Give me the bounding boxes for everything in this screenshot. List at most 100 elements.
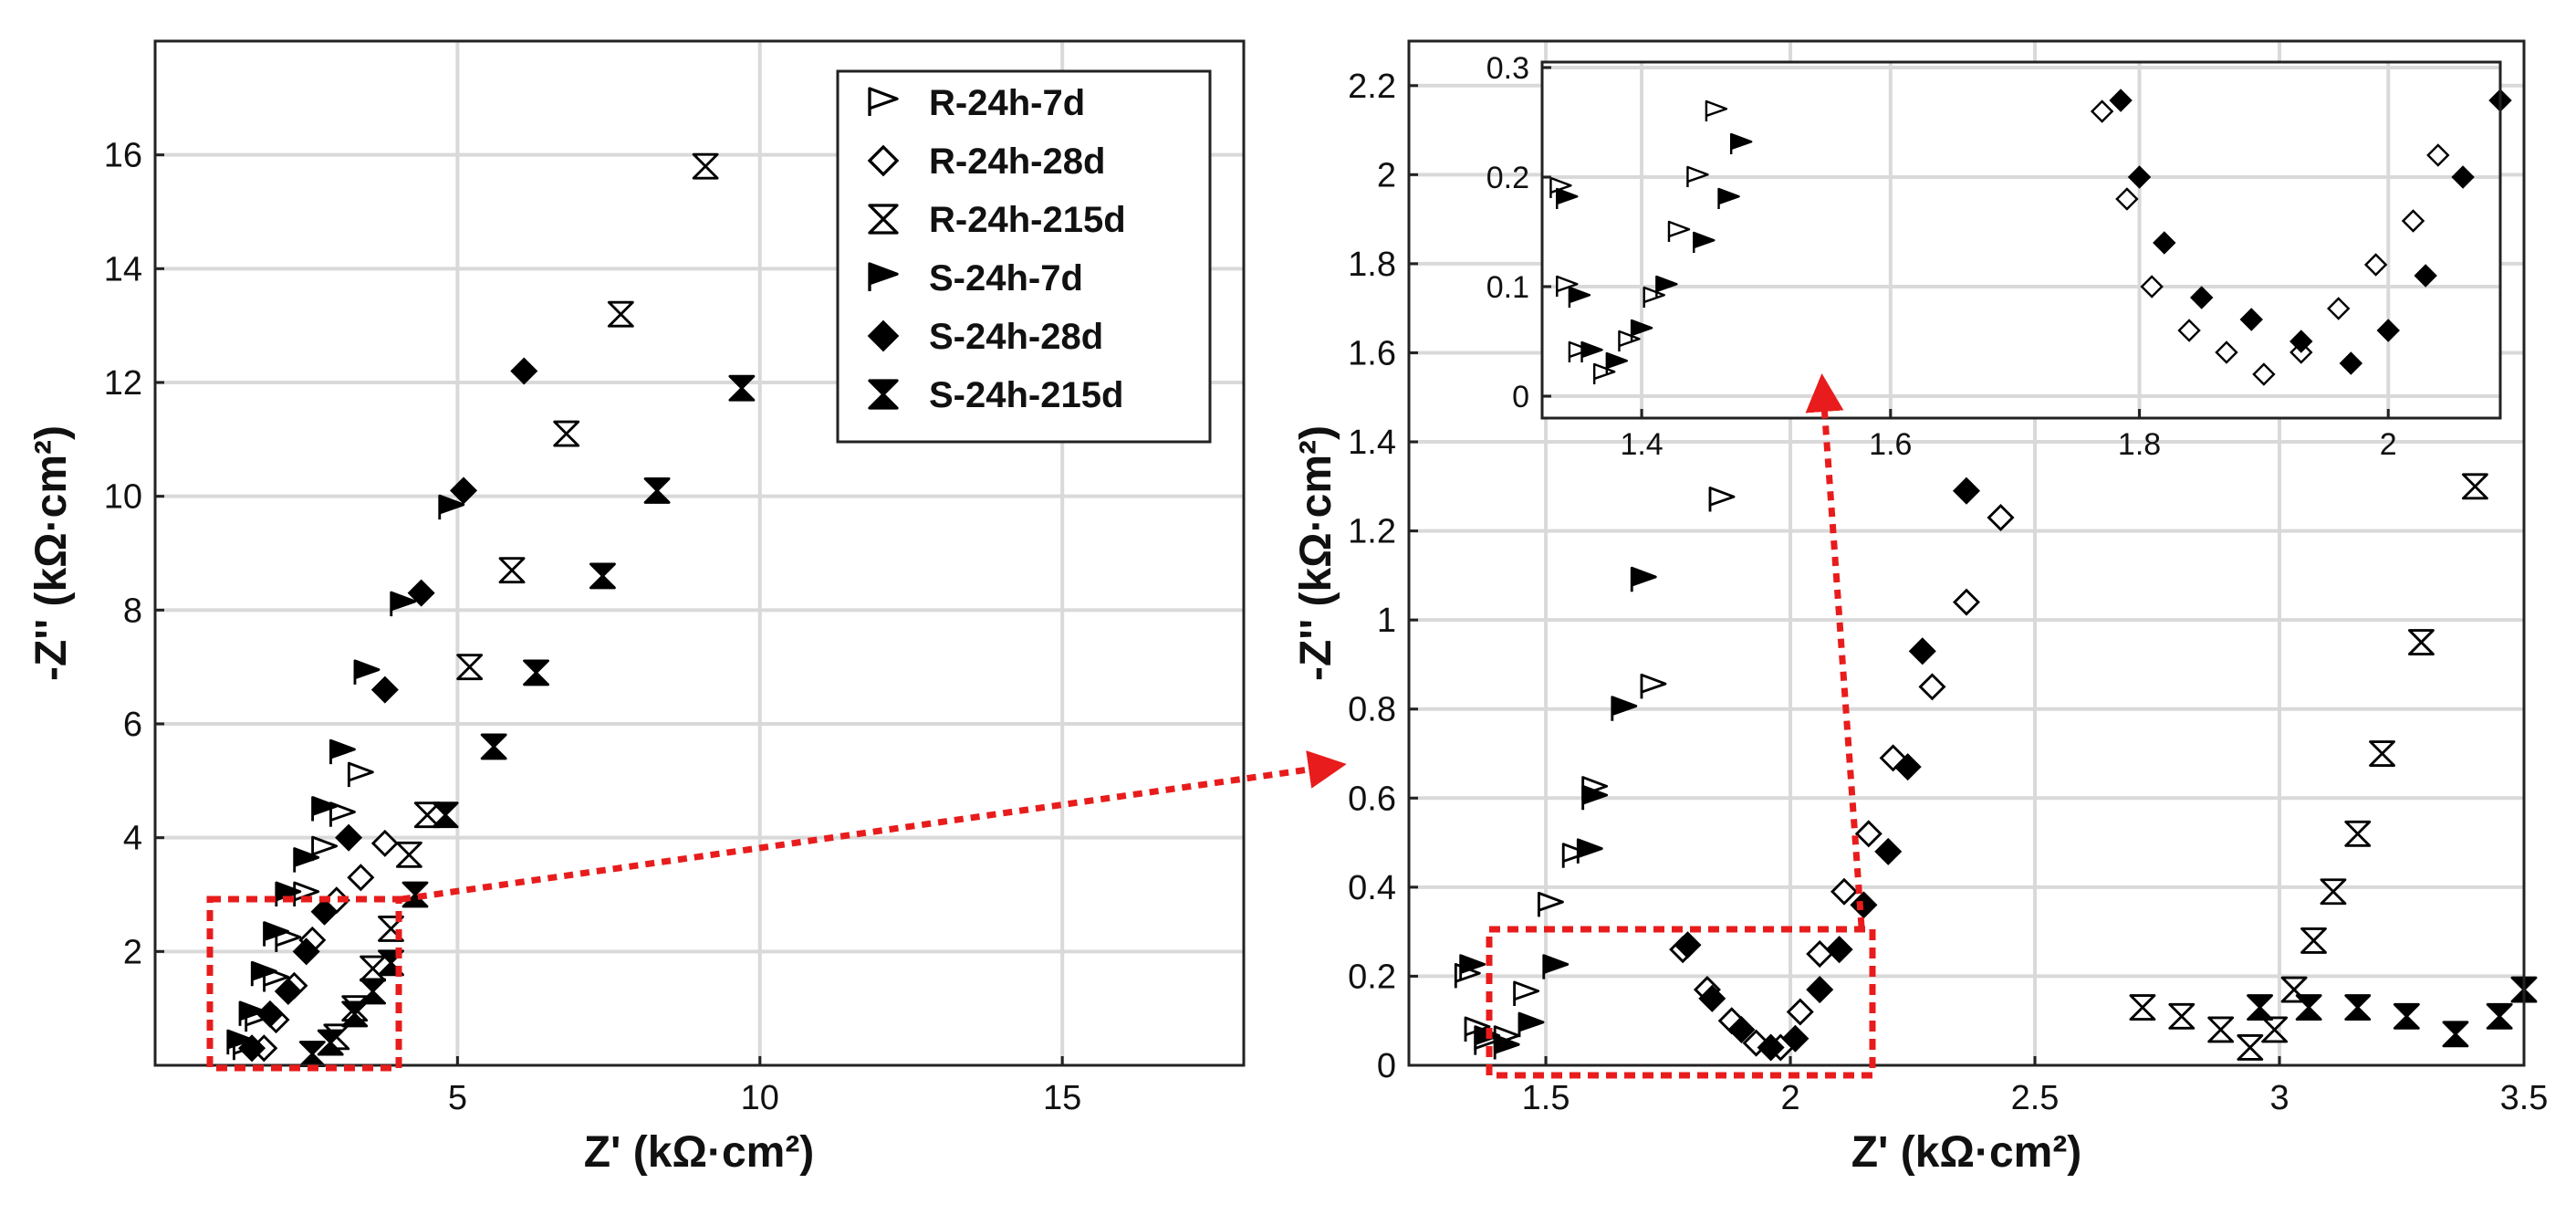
- inset-plot: 1.4 1.6 1.8 2 0 0.1 0.2 0.3: [1486, 51, 2512, 462]
- zoom-point: [2207, 1016, 2235, 1043]
- inset-point: [1729, 132, 1753, 154]
- main-y-tick-label: 4: [123, 820, 142, 858]
- inset-point: [2215, 340, 2238, 364]
- zoom-point: [1874, 837, 1903, 865]
- zoom-inset-region-box: [1486, 926, 1876, 1079]
- zoom-y-axis-title: -Z'' (kΩ·cm²): [1292, 425, 1340, 681]
- inset-point: [1580, 340, 1603, 362]
- main-point: [293, 847, 320, 873]
- zoom-y-tick-label: 1.4: [1348, 424, 1396, 462]
- legend-label: S-24h-28d: [929, 317, 1103, 357]
- inset-point: [1643, 286, 1665, 308]
- inset-point: [2109, 89, 2133, 112]
- inset-x-tick-label: 1.4: [1620, 427, 1663, 462]
- zoom-point: [2295, 994, 2322, 1021]
- main-point: [335, 823, 363, 852]
- main-plot-frame: [153, 39, 1246, 1067]
- inset-point: [2252, 362, 2276, 386]
- inset-point: [2090, 100, 2114, 123]
- inset-x-tick-label: 1.6: [1869, 427, 1912, 462]
- legend-item: S-24h-215d: [868, 375, 1123, 415]
- main-series-R-24h-215d: [323, 152, 719, 1051]
- zoom-y-tick-label: 1: [1377, 602, 1396, 640]
- zoom-point: [1806, 976, 1834, 1004]
- main-point: [498, 557, 526, 584]
- zoom-y-tick-label: 0.6: [1348, 780, 1396, 818]
- zoom-point: [1757, 1033, 1785, 1062]
- inset-point: [2127, 165, 2152, 189]
- main-point: [438, 494, 465, 520]
- main-point: [226, 1029, 254, 1055]
- inset-point: [2363, 253, 2388, 277]
- main-point: [310, 897, 339, 926]
- zoom-point: [1781, 1024, 1809, 1053]
- inset-y-tick-label: 0: [1512, 380, 1529, 414]
- main-y-tick-label: 6: [123, 706, 142, 744]
- legend-label: S-24h-7d: [929, 258, 1083, 299]
- inset-point: [1655, 275, 1678, 297]
- inset-y-tick-label: 0.3: [1486, 51, 1529, 86]
- main-y-tick-label: 12: [104, 364, 142, 403]
- legend-item: R-24h-215d: [868, 200, 1126, 240]
- main-point: [263, 921, 289, 947]
- legend-item: S-24h-7d: [868, 258, 1083, 299]
- inset-point: [1556, 187, 1579, 209]
- zoom-y-tick-label: 1.8: [1348, 246, 1396, 284]
- main-point: [347, 864, 375, 892]
- main-y-tick-label: 2: [123, 933, 142, 971]
- inset-point: [1605, 351, 1629, 373]
- legend-marker-hourglass-open: [868, 204, 899, 235]
- main-point: [293, 881, 320, 906]
- zoom-point: [2261, 1016, 2289, 1043]
- main-point: [728, 374, 756, 402]
- zoom-y-tick-label: 1.6: [1348, 334, 1396, 372]
- legend-label: R-24h-28d: [929, 141, 1105, 182]
- main-y-axis-title: -Z'' (kΩ·cm²): [27, 425, 76, 681]
- zoom-point: [1538, 891, 1564, 917]
- main-y-tick-label: 8: [123, 592, 142, 630]
- main-point: [510, 357, 538, 385]
- zoom-point: [1850, 891, 1878, 919]
- inset-y-tick-label: 0.1: [1486, 270, 1529, 305]
- inset-point: [1568, 340, 1591, 362]
- zoom-point: [2237, 1034, 2264, 1061]
- inset-point: [1618, 330, 1641, 351]
- main-point: [311, 796, 339, 822]
- zoom-series-R-24h-7d: [1454, 487, 1736, 1055]
- zoom-point: [1493, 1034, 1520, 1060]
- zoom-point: [2300, 927, 2327, 954]
- zoom-indicators: [206, 373, 1876, 1079]
- zoom-point: [1517, 1011, 1545, 1038]
- zoom-point: [1908, 637, 1936, 665]
- zoom-point: [2344, 994, 2372, 1021]
- legend-marker-diamond-open: [867, 144, 900, 177]
- zoom-y-tick-label: 0: [1377, 1047, 1396, 1085]
- main-point: [250, 960, 277, 987]
- main-point: [456, 654, 484, 681]
- main-x-tick-label: 15: [1043, 1079, 1081, 1117]
- zoom-point: [1987, 503, 2015, 531]
- zoom-y-tick-label: 0.8: [1348, 691, 1396, 729]
- zoom-y-tick-label: 0.4: [1348, 869, 1396, 907]
- zoom-point: [2344, 820, 2372, 847]
- main-point: [238, 1000, 266, 1026]
- zoom-point: [1513, 980, 1540, 1006]
- main-point: [360, 978, 387, 1005]
- inset-point: [1556, 275, 1579, 297]
- main-point: [360, 955, 387, 982]
- legend-label: R-24h-7d: [929, 83, 1085, 123]
- zoom-point: [1830, 877, 1859, 906]
- zoom-point: [1952, 588, 1981, 616]
- inset-point: [2115, 187, 2139, 211]
- main-point: [395, 841, 422, 868]
- zoom-point: [1630, 566, 1657, 592]
- inset-point: [1592, 362, 1616, 384]
- main-point: [329, 801, 356, 827]
- main-point: [317, 1029, 344, 1056]
- zoom-point: [1640, 673, 1667, 699]
- zoom-x-tick-label: 2: [1780, 1079, 1799, 1117]
- inset-point: [2414, 264, 2437, 288]
- zoom-y-tick-label: 1.2: [1348, 513, 1396, 551]
- zoom-point: [2129, 994, 2156, 1021]
